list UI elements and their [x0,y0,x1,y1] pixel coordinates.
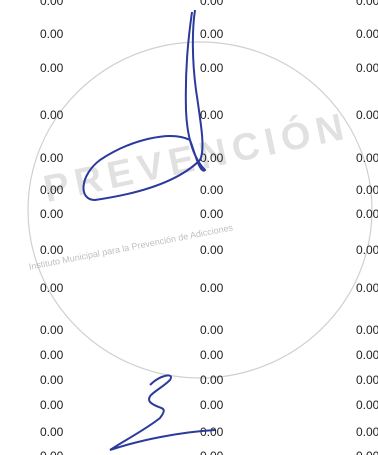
table-cell: 0.00 [40,425,64,439]
table-cell: 0.00 [356,207,378,221]
table-cell: 0.00 [356,243,378,257]
table-cell: 0.00 [356,27,378,41]
table-cell: 0.00 [200,61,224,75]
table-cell: 0.00 [40,108,64,122]
table-cell: 0.00 [200,0,224,8]
table-cell: 0.00 [40,281,64,295]
table-cell: 0.00 [356,323,378,337]
table-cell: 0.00 [200,207,224,221]
table-cell: 0.00 [200,183,224,197]
table-cell: 0.00 [200,281,224,295]
table-cell: 0.00 [356,373,378,387]
table-cell: 0.00 [40,398,64,412]
table-cell: 0.00 [356,0,378,8]
table-cell: 0.00 [356,281,378,295]
table-cell: 0.00 [200,398,224,412]
table-cell: 0.00 [40,0,64,8]
table-cell: 0.00 [40,373,64,387]
table-cell: 0.00 [40,151,64,165]
table-cell: 0.00 [200,425,224,439]
table-cell: 0.00 [40,323,64,337]
table-cell: 0.00 [200,373,224,387]
table-cell: 0.00 [40,27,64,41]
table-cell: 0.00 [356,348,378,362]
table-cell: 0.00 [40,207,64,221]
table-cell: 0.00 [40,243,64,257]
table-cell: 0.00 [356,449,378,455]
table-cell: 0.00 [356,151,378,165]
table-cell: 0.00 [200,151,224,165]
table-cell: 0.00 [200,27,224,41]
table-cell: 0.00 [40,61,64,75]
table-cell: 0.00 [200,323,224,337]
table-cell: 0.00 [40,183,64,197]
table-cell: 0.00 [200,348,224,362]
table-cell: 0.00 [356,108,378,122]
table-cell: 0.00 [356,398,378,412]
table-cell: 0.00 [356,61,378,75]
table-cell: 0.00 [200,449,223,455]
table-cell: 0.00 [40,348,64,362]
table-cell: 0.00 [356,183,378,197]
table-cell: 0.00 [200,243,224,257]
table-cell: 0.00 [356,425,378,439]
table-cell: 0.00 [200,108,224,122]
table-cell: 0.00 [40,449,63,455]
